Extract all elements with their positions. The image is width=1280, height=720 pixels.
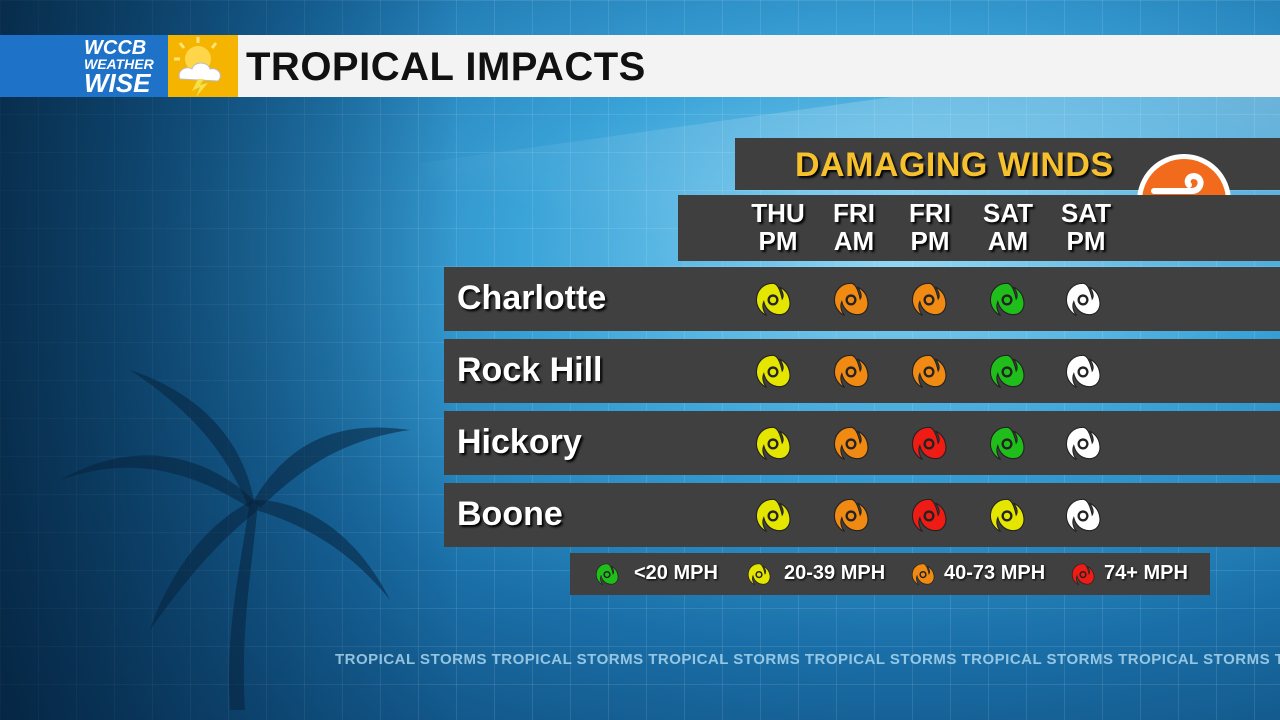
day-period: AM bbox=[987, 226, 1029, 256]
day-label: FRI bbox=[833, 198, 875, 228]
day-header: SAT AM bbox=[968, 199, 1048, 255]
day-header: FRI PM bbox=[890, 199, 970, 255]
logo-line-1: WCCB bbox=[84, 37, 147, 59]
storm-icon bbox=[1060, 276, 1106, 322]
day-period: PM bbox=[758, 226, 798, 256]
logo-line-3: WISE bbox=[84, 68, 151, 97]
panel-title: DAMAGING WINDS bbox=[795, 146, 1114, 184]
day-label: SAT bbox=[982, 198, 1034, 228]
day-header: FRI AM bbox=[814, 199, 894, 255]
storm-icon bbox=[750, 276, 796, 322]
storm-icon bbox=[984, 348, 1030, 394]
legend: <20 MPH 20-39 MPH 40-73 MPH 74+ MPH bbox=[570, 553, 1210, 595]
storm-icon bbox=[1060, 420, 1106, 466]
storm-icon bbox=[984, 492, 1030, 538]
legend-storm-icon bbox=[592, 559, 622, 589]
city-row: Rock Hill bbox=[444, 339, 1280, 403]
legend-storm-icon bbox=[1068, 559, 1098, 589]
city-row: Boone bbox=[444, 483, 1280, 547]
storm-icon bbox=[906, 492, 952, 538]
ticker-text: TROPICAL STORMS TROPICAL STORMS TROPICAL… bbox=[335, 651, 1280, 668]
background-shade bbox=[0, 0, 460, 720]
legend-label: 74+ MPH bbox=[1104, 562, 1188, 584]
city-row: Hickory bbox=[444, 411, 1280, 475]
page-title: TROPICAL IMPACTS bbox=[246, 45, 646, 89]
city-name: Boone bbox=[457, 495, 563, 533]
day-period: PM bbox=[1066, 226, 1106, 256]
day-label: FRI bbox=[909, 198, 951, 228]
city-name: Hickory bbox=[457, 423, 582, 461]
legend-label: 20-39 MPH bbox=[784, 562, 886, 584]
logo-line-2: WEATHER bbox=[84, 56, 154, 72]
legend-storm-icon bbox=[908, 559, 938, 589]
legend-label: <20 MPH bbox=[634, 562, 718, 584]
storm-icon bbox=[1060, 492, 1106, 538]
station-logo: WCCB WEATHER WISE bbox=[0, 35, 238, 97]
day-header: SAT PM bbox=[1046, 199, 1126, 255]
header-bar: WCCB WEATHER WISE TROPICAL IMPACTS bbox=[0, 35, 1280, 97]
storm-icon bbox=[906, 420, 952, 466]
city-row: Charlotte bbox=[444, 267, 1280, 331]
day-header: THU PM bbox=[738, 199, 818, 255]
storm-icon bbox=[828, 420, 874, 466]
storm-icon bbox=[828, 276, 874, 322]
legend-storm-icon bbox=[744, 559, 774, 589]
day-period: PM bbox=[910, 226, 950, 256]
storm-icon bbox=[828, 348, 874, 394]
storm-icon bbox=[906, 276, 952, 322]
day-label: SAT bbox=[1060, 198, 1112, 228]
storm-icon bbox=[984, 276, 1030, 322]
day-header-box bbox=[678, 195, 1280, 261]
storm-icon bbox=[984, 420, 1030, 466]
storm-icon bbox=[828, 492, 874, 538]
storm-icon bbox=[1060, 348, 1106, 394]
legend-label: 40-73 MPH bbox=[944, 562, 1046, 584]
storm-icon bbox=[906, 348, 952, 394]
sun-cloud-icon bbox=[168, 35, 238, 97]
city-name: Charlotte bbox=[457, 279, 607, 317]
storm-icon bbox=[750, 420, 796, 466]
storm-icon bbox=[750, 348, 796, 394]
palm-tree-silhouette bbox=[60, 370, 410, 710]
storm-icon bbox=[750, 492, 796, 538]
day-label: THU bbox=[751, 198, 805, 228]
day-period: AM bbox=[833, 226, 875, 256]
city-name: Rock Hill bbox=[457, 351, 603, 389]
